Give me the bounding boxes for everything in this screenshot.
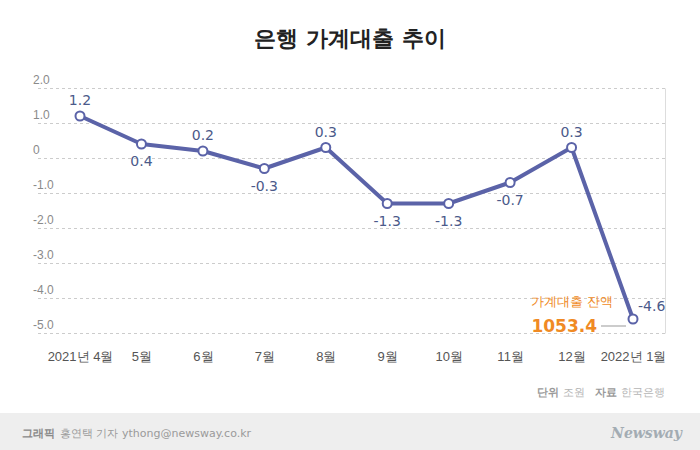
x-tick: 6월 bbox=[193, 348, 213, 364]
x-tick-label: 6월 bbox=[193, 349, 213, 364]
source: 한국은행 bbox=[621, 386, 665, 399]
data-label: -0.7 bbox=[496, 192, 523, 208]
unit: 조원 bbox=[563, 386, 585, 399]
point bbox=[198, 147, 207, 156]
x-tick: 9월 bbox=[378, 348, 398, 364]
y-tick: -2.0 bbox=[33, 213, 665, 229]
x-tick: 5월 bbox=[132, 348, 152, 364]
y-tick: 0 bbox=[33, 143, 665, 159]
x-tick: 11월 bbox=[497, 348, 523, 364]
point bbox=[321, 143, 330, 152]
chart: 은행 가계대출 추이 -5.0 -4.0 -3.0 -2.0 -1.0 0 1.0 2.0 202… bbox=[0, 0, 700, 450]
grid-line bbox=[35, 263, 665, 264]
point bbox=[629, 315, 638, 324]
data-label: 0.3 bbox=[560, 124, 582, 140]
footer-band bbox=[0, 413, 700, 450]
y-tick-label: -3.0 bbox=[33, 248, 54, 262]
data-label: 0.3 bbox=[315, 124, 337, 140]
x-axis: 2021년 4월 5월 6월 7월 8월 9월 10월 11월 12월 2022년 1월 bbox=[48, 348, 667, 364]
y-tick-label: -1.0 bbox=[33, 178, 54, 192]
x-tick: 2021년 4월 bbox=[48, 348, 114, 364]
y-axis: -5.0 -4.0 -3.0 -2.0 -1.0 0 1.0 2.0 bbox=[33, 73, 666, 334]
annotations: 가계대출 잔액 1053.4 bbox=[531, 294, 626, 336]
credit-text: 홍연택 기자 ythong@newsway.co.kr bbox=[60, 427, 252, 440]
x-tick: 8월 bbox=[316, 348, 336, 364]
y-tick: 2.0 bbox=[33, 73, 665, 89]
x-tick-label: 2021년 4월 bbox=[48, 349, 114, 364]
brand: Newsway bbox=[610, 425, 683, 441]
x-tick: 10월 bbox=[435, 348, 462, 364]
x-tick-label: 11월 bbox=[497, 349, 523, 364]
data-label: 1.2 bbox=[69, 92, 91, 108]
x-tick-label: 2022년 1월 bbox=[601, 349, 667, 364]
unit-source: 단위 조원 자료 한국은행 bbox=[537, 386, 665, 399]
point bbox=[506, 178, 515, 187]
data-label: -4.6 bbox=[638, 298, 665, 314]
x-tick-label: 8월 bbox=[316, 349, 336, 364]
grid-line bbox=[35, 193, 665, 194]
title: 은행 가계대출 추이 bbox=[254, 26, 445, 51]
point bbox=[260, 164, 269, 173]
x-tick-label: 12월 bbox=[558, 349, 585, 364]
y-tick-label: -5.0 bbox=[33, 318, 54, 332]
data-label: -1.3 bbox=[374, 213, 401, 229]
y-tick: -3.0 bbox=[33, 248, 665, 264]
data-label: 0.2 bbox=[192, 127, 214, 143]
x-tick-label: 5월 bbox=[132, 349, 152, 364]
point bbox=[383, 199, 392, 208]
source-label: 자료 bbox=[595, 386, 617, 399]
data-label: -0.3 bbox=[251, 178, 278, 194]
annotation: 가계대출 잔액 bbox=[531, 294, 613, 309]
y-tick-label: 1.0 bbox=[33, 108, 50, 122]
y-tick-label: -4.0 bbox=[33, 283, 54, 297]
point bbox=[76, 112, 85, 121]
marks bbox=[76, 112, 638, 324]
y-axis-line bbox=[665, 89, 666, 334]
y-tick-label: 0 bbox=[33, 143, 40, 157]
x-tick: 2022년 1월 bbox=[601, 348, 667, 364]
grid-line bbox=[35, 228, 665, 229]
unit-label: 단위 bbox=[537, 386, 559, 399]
y-tick-label: -2.0 bbox=[33, 213, 54, 227]
credit: 그래픽 홍연택 기자 ythong@newsway.co.kr bbox=[22, 427, 252, 440]
x-tick: 7월 bbox=[255, 348, 275, 364]
y-tick-label: 2.0 bbox=[33, 73, 50, 87]
grid-line bbox=[35, 88, 665, 89]
point bbox=[137, 140, 146, 149]
x-tick-label: 9월 bbox=[378, 349, 398, 364]
x-tick-label: 7월 bbox=[255, 349, 275, 364]
point bbox=[567, 143, 576, 152]
x-tick-label: 10월 bbox=[435, 349, 462, 364]
data-labels: 1.2 0.4 0.2 -0.3 0.3 -1.3 -1.3 -0.7 0.3 -4.6 bbox=[69, 92, 666, 314]
data-label: 0.4 bbox=[130, 153, 152, 169]
y-tick: 1.0 bbox=[33, 108, 665, 124]
line bbox=[80, 116, 633, 319]
credit-label: 그래픽 bbox=[22, 427, 55, 440]
leader-line bbox=[601, 326, 626, 327]
data-label: -1.3 bbox=[435, 213, 462, 229]
annotation-value: 1053.4 bbox=[531, 316, 597, 336]
x-tick: 12월 bbox=[558, 348, 585, 364]
y-tick: -1.0 bbox=[33, 178, 665, 194]
point bbox=[444, 199, 453, 208]
